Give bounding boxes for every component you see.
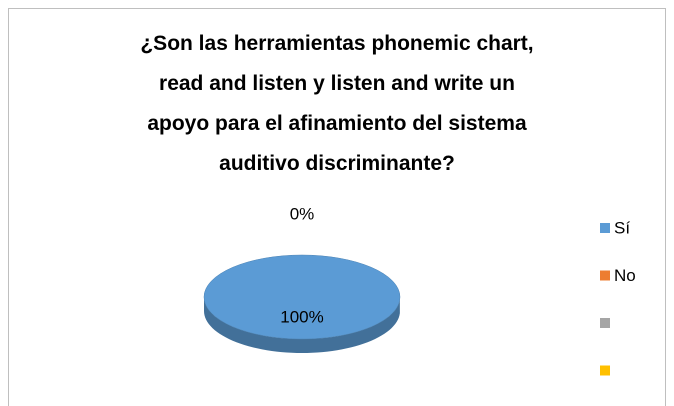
chart-border (8, 8, 666, 406)
data-label: 0% (290, 204, 315, 223)
legend-swatch (600, 223, 610, 233)
data-label: 100% (280, 307, 323, 326)
legend-swatch (600, 365, 610, 376)
legend-swatch (600, 270, 610, 281)
pie-slice (203, 254, 401, 340)
pie-slice-side (204, 297, 400, 353)
chart-title: ¿Son las herramientas phonemic chart, re… (140, 32, 534, 175)
legend-label: No (614, 266, 636, 285)
legend-swatch (600, 318, 610, 328)
legend-label: Sí (614, 218, 630, 237)
